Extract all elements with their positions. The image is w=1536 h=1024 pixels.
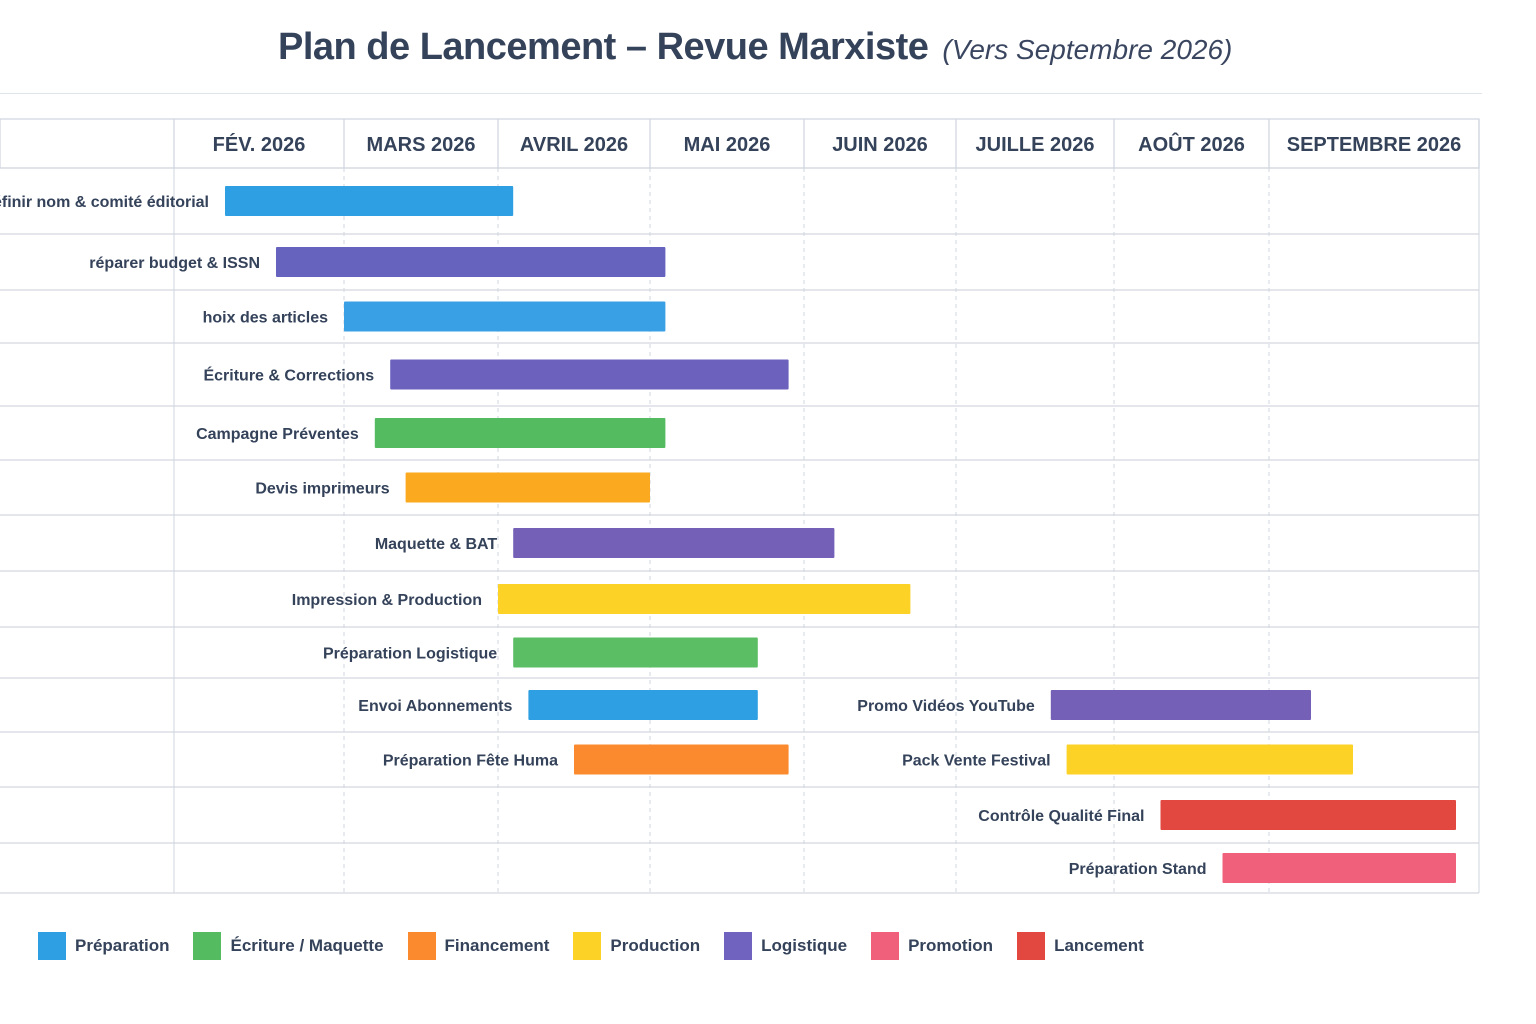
task-bar [528, 690, 758, 720]
month-label: MAI 2026 [684, 134, 771, 156]
task-label: Envoi Abonnements [358, 698, 512, 715]
chart-title-block: Plan de Lancement – Revue Marxiste (Vers … [278, 26, 1232, 69]
task-bar [513, 528, 835, 558]
task-label: réparer budget & ISSN [89, 255, 260, 272]
legend-swatch [193, 932, 222, 960]
task-label: Contrôle Qualité Final [978, 808, 1144, 825]
task-label: Préparation Stand [1069, 861, 1207, 878]
legend-label: Promotion [908, 936, 994, 955]
gantt-chart: FÉV. 2026 MARS 2026 AVRIL 2026 MAI 2026 JUIN… [0, 118, 1480, 894]
legend-item: Financement [407, 932, 550, 960]
task-label: Campagne Préventes [196, 426, 359, 443]
legend: Préparation Écriture / Maquette Financemen… [38, 932, 1168, 960]
task-bar [574, 744, 789, 775]
task-bar [405, 472, 650, 503]
chart-subtitle: (Vers Septembre 2026) [942, 34, 1233, 65]
month-label: AVRIL 2026 [520, 134, 628, 156]
month-label: SEPTEMBRE 2026 [1287, 134, 1462, 156]
task-label: Maquette & BAT [375, 536, 498, 553]
task-label: Écriture & Corrections [203, 366, 374, 385]
task-bar [390, 359, 789, 390]
legend-swatch [1017, 932, 1046, 960]
legend-item: Lancement [1017, 932, 1144, 960]
legend-swatch [407, 932, 436, 960]
task-bar [344, 301, 666, 332]
task-label: Devis imprimeurs [255, 481, 389, 498]
task-bar [513, 637, 758, 668]
task-bar [374, 418, 666, 448]
legend-item: Production [573, 932, 700, 960]
grid-layer [0, 118, 1480, 894]
legend-swatch [724, 932, 753, 960]
task-bar [1050, 690, 1311, 720]
legend-swatch [38, 932, 66, 960]
legend-label: Production [610, 936, 701, 955]
legend-label: Écriture / Maquette [230, 936, 384, 955]
chart-title: Plan de Lancement – Revue Marxiste [278, 26, 929, 68]
task-bar [225, 186, 514, 216]
task-bar [1066, 744, 1353, 775]
legend-swatch [871, 932, 900, 960]
task-bars [225, 186, 1456, 883]
task-label: Promo Vidéos YouTube [857, 698, 1035, 715]
task-bar [1222, 853, 1456, 883]
month-label: JUILLE 2026 [976, 134, 1095, 156]
title-divider [0, 93, 1482, 94]
task-label: hoix des articles [203, 310, 328, 327]
task-labels: éfinir nom & comité éditorial réparer bud… [0, 194, 1207, 878]
month-label: FÉV. 2026 [213, 133, 306, 156]
legend-item: Préparation [38, 932, 169, 960]
legend-label: Logistique [761, 936, 848, 955]
task-label: Impression & Production [292, 592, 482, 609]
task-label: Pack Vente Festival [902, 753, 1051, 770]
task-bar [276, 247, 666, 277]
month-header: FÉV. 2026 MARS 2026 AVRIL 2026 MAI 2026 JUIN… [213, 132, 1462, 156]
month-label: JUIN 2026 [832, 134, 928, 156]
legend-item: Écriture / Maquette [193, 932, 384, 960]
month-label: MARS 2026 [367, 134, 476, 156]
month-label: AOÛT 2026 [1138, 132, 1245, 156]
task-label: Préparation Logistique [323, 646, 497, 663]
task-label: éfinir nom & comité éditorial [0, 194, 209, 211]
legend-label: Lancement [1054, 936, 1144, 955]
legend-label: Financement [444, 936, 550, 955]
legend-swatch [573, 932, 602, 960]
legend-label: Préparation [75, 936, 170, 955]
legend-item: Promotion [871, 932, 993, 960]
legend-item: Logistique [724, 932, 847, 960]
task-bar [498, 584, 911, 614]
task-bar [1160, 800, 1456, 830]
task-label: Préparation Fête Huma [383, 753, 558, 770]
